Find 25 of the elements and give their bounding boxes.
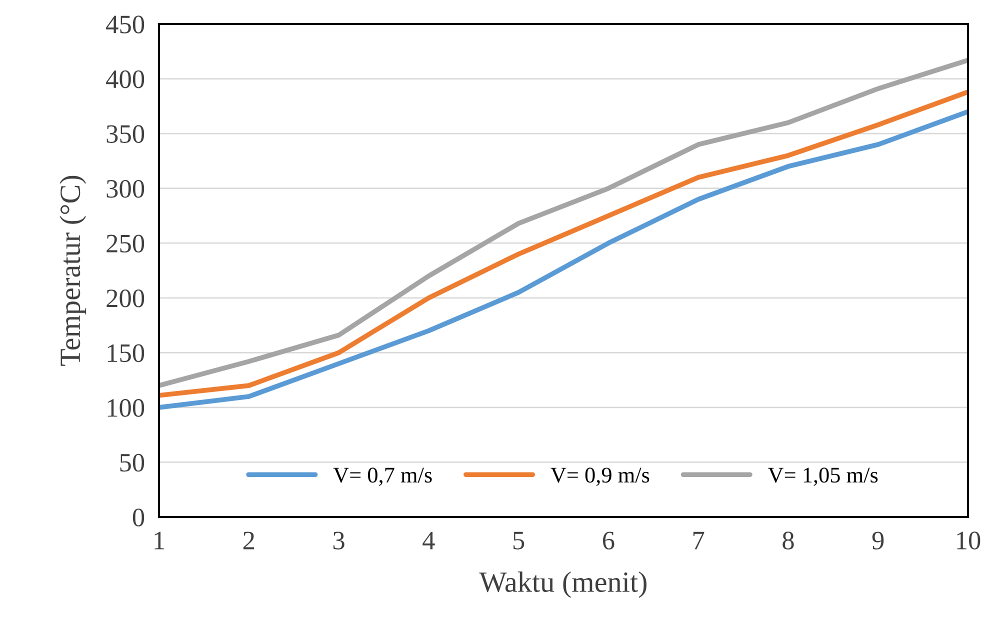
- x-tick-label: 6: [602, 532, 614, 550]
- y-tick-label: 100: [108, 399, 144, 417]
- x-tick-label: 2: [243, 532, 254, 550]
- y-tick-label: 400: [106, 70, 144, 88]
- x-axis-title: Waktu (menit): [479, 571, 646, 598]
- x-tick-label: 4: [422, 532, 435, 550]
- legend-label: V= 0,9 m/s: [550, 468, 650, 486]
- legend-label: V= 1,05 m/s: [768, 468, 878, 486]
- x-tick-label: 5: [513, 532, 524, 550]
- y-tick-label: 250: [106, 234, 144, 253]
- x-tick-label: 8: [782, 532, 794, 550]
- x-tick-label: 10: [957, 532, 980, 550]
- y-axis-title: Temperatur (°C): [60, 176, 86, 366]
- x-tick-label: 3: [333, 532, 344, 550]
- y-tick-label: 0: [132, 508, 144, 526]
- y-tick-label: 300: [106, 180, 144, 198]
- legend-label: V= 0,7 m/s: [333, 468, 432, 486]
- y-tick-label: 150: [108, 344, 144, 362]
- x-tick-label: 1: [154, 532, 164, 550]
- y-tick-label: 350: [106, 125, 144, 143]
- x-tick-label: 7: [693, 532, 704, 550]
- y-tick-label: 450: [106, 16, 144, 34]
- y-tick-label: 200: [106, 289, 144, 308]
- x-tick-label: 9: [872, 532, 884, 550]
- y-tick-label: 50: [120, 454, 144, 472]
